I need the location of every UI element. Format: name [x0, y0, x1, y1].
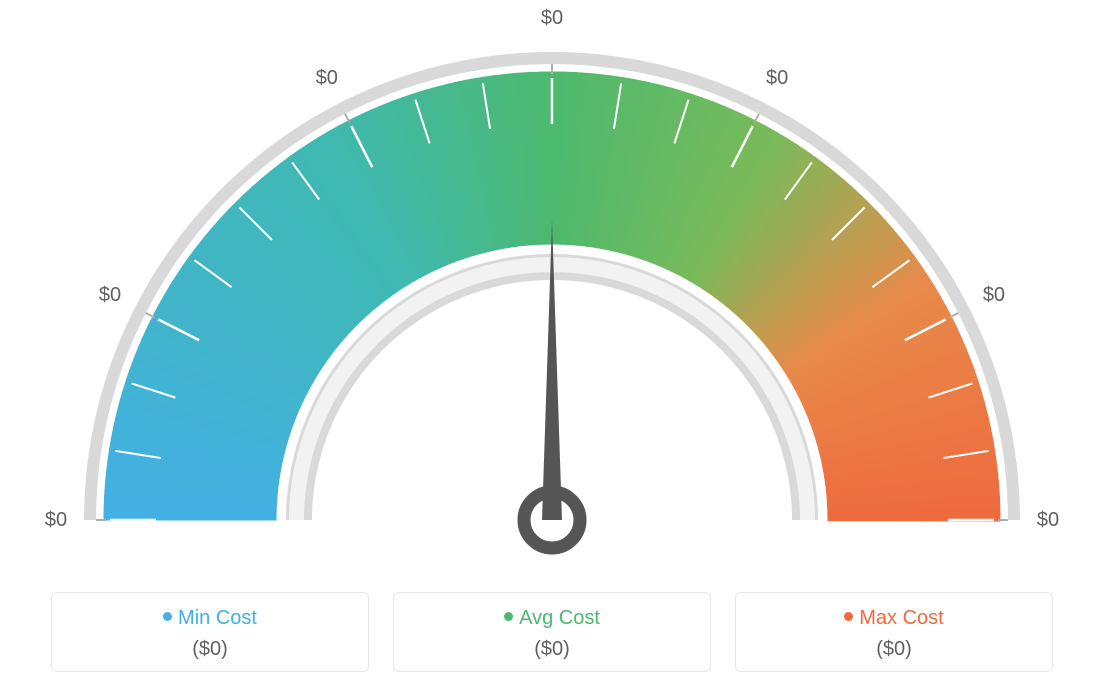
legend-row: Min Cost ($0) Avg Cost ($0) Max Cost ($0…	[0, 592, 1104, 672]
legend-value-min: ($0)	[52, 638, 368, 661]
legend-value-max: ($0)	[736, 638, 1052, 661]
gauge-svg: $0 $0 $0 $0 $0 $0 $0	[0, 0, 1104, 570]
scale-label: $0	[983, 284, 1005, 306]
scale-label: $0	[1037, 509, 1059, 531]
legend-label-max: Max Cost	[736, 607, 1052, 630]
scale-label: $0	[45, 509, 67, 531]
legend-label-min: Min Cost	[52, 607, 368, 630]
legend-dot-avg	[504, 612, 513, 621]
scale-label: $0	[99, 284, 121, 306]
legend-text-avg: Avg Cost	[519, 607, 600, 629]
legend-card-min: Min Cost ($0)	[51, 592, 369, 672]
legend-card-avg: Avg Cost ($0)	[393, 592, 711, 672]
scale-label: $0	[541, 7, 563, 29]
legend-text-min: Min Cost	[178, 607, 257, 629]
legend-dot-max	[844, 612, 853, 621]
legend-value-avg: ($0)	[394, 638, 710, 661]
legend-label-avg: Avg Cost	[394, 607, 710, 630]
legend-text-max: Max Cost	[859, 607, 943, 629]
gauge-area: $0 $0 $0 $0 $0 $0 $0	[0, 0, 1104, 570]
legend-dot-min	[163, 612, 172, 621]
gauge-cost-chart: $0 $0 $0 $0 $0 $0 $0 Min Cost ($0) Avg Cost ($…	[0, 0, 1104, 690]
scale-label: $0	[316, 67, 338, 89]
scale-label: $0	[766, 67, 788, 89]
legend-card-max: Max Cost ($0)	[735, 592, 1053, 672]
